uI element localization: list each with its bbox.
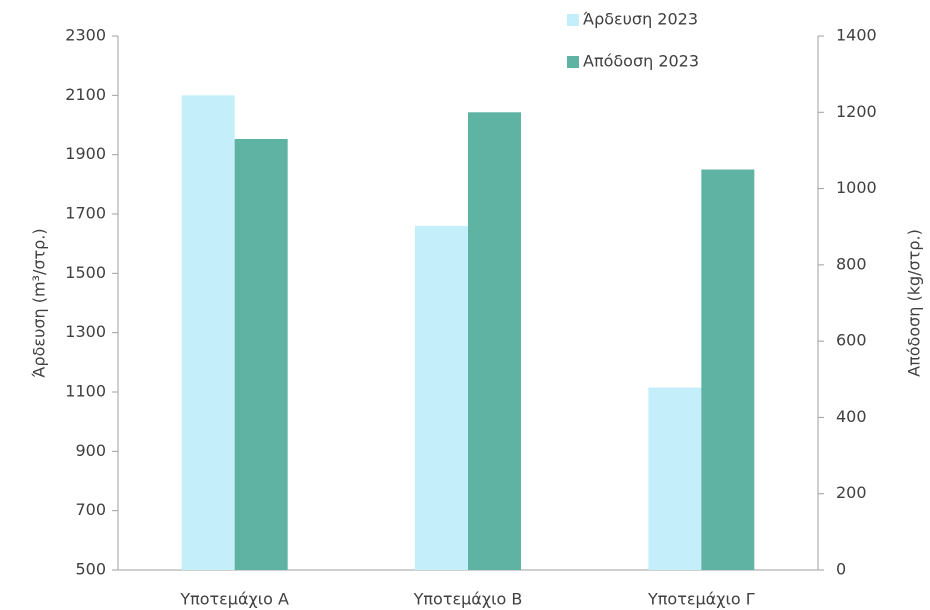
y2-tick-label: 400 xyxy=(836,407,867,426)
y2-tick-label: 800 xyxy=(836,254,867,273)
bar xyxy=(468,112,521,571)
y2-axis-title: Απόδοση (kg/στρ.) xyxy=(905,229,924,377)
y-tick-label: 500 xyxy=(75,560,106,579)
bar xyxy=(234,138,288,570)
y2-tick-label: 0 xyxy=(836,560,846,579)
y-tick-label: 1700 xyxy=(65,204,106,223)
y2-tick-label: 1200 xyxy=(836,102,877,121)
legend-swatch xyxy=(567,14,579,26)
x-tick-label: Υποτεμάχιο Α xyxy=(179,590,289,609)
y-tick-label: 700 xyxy=(75,500,106,519)
y2-tick-label: 1400 xyxy=(836,26,877,45)
bar xyxy=(701,169,755,570)
bar xyxy=(415,225,468,570)
y-tick-label: 1500 xyxy=(65,263,106,282)
y-axis-title: Άρδευση (m³/στρ.) xyxy=(30,228,49,377)
x-tick-label: Υποτεμάχιο Γ xyxy=(647,590,755,609)
legend-swatch xyxy=(567,56,579,68)
y-tick-label: 900 xyxy=(75,441,106,460)
bar xyxy=(181,95,235,570)
y2-tick-label: 600 xyxy=(836,331,867,350)
bar xyxy=(648,387,702,570)
y-tick-label: 1300 xyxy=(65,322,106,341)
y-tick-label: 1900 xyxy=(65,144,106,163)
y-tick-label: 1100 xyxy=(65,382,106,401)
y2-tick-label: 1000 xyxy=(836,178,877,197)
legend-label: Απόδοση 2023 xyxy=(583,52,699,71)
y-tick-label: 2300 xyxy=(65,26,106,45)
y-tick-label: 2100 xyxy=(65,85,106,104)
y2-tick-label: 200 xyxy=(836,483,867,502)
legend-label: Άρδευση 2023 xyxy=(583,10,698,29)
x-tick-label: Υποτεμάχιο Β xyxy=(413,590,523,609)
